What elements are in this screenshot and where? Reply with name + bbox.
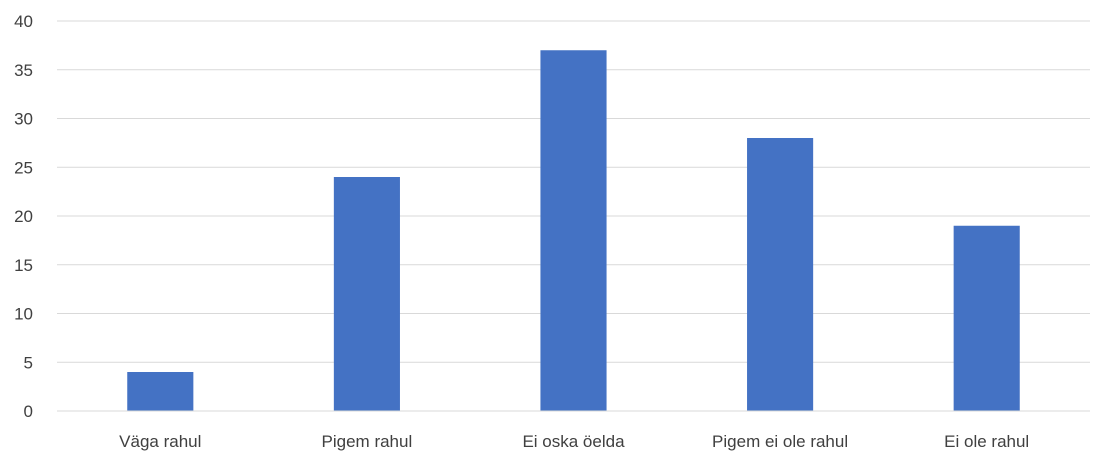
- y-tick-label-40: 40: [14, 12, 33, 31]
- y-tick-label-30: 30: [14, 110, 33, 129]
- x-category-label-4: Ei ole rahul: [944, 432, 1029, 451]
- y-tick-label-35: 35: [14, 61, 33, 80]
- y-tick-label-15: 15: [14, 256, 33, 275]
- bar-2: [540, 50, 607, 411]
- bar-3: [747, 138, 814, 411]
- y-tick-label-5: 5: [24, 353, 33, 372]
- y-tick-label-25: 25: [14, 158, 33, 177]
- bars: [127, 50, 1020, 411]
- x-category-label-1: Pigem rahul: [322, 432, 413, 451]
- x-category-label-3: Pigem ei ole rahul: [712, 432, 848, 451]
- y-tick-label-0: 0: [24, 402, 33, 421]
- bar-1: [333, 177, 400, 411]
- y-axis-tick-labels: 0 5 10 15 20 25 30 35 40: [14, 12, 33, 421]
- x-category-label-0: Väga rahul: [119, 432, 201, 451]
- y-tick-label-20: 20: [14, 207, 33, 226]
- x-axis-category-labels: Väga rahul Pigem rahul Ei oska öelda Pigem …: [119, 432, 1029, 451]
- bar-4: [953, 225, 1020, 411]
- bar-0: [127, 372, 194, 411]
- x-category-label-2: Ei oska öelda: [522, 432, 625, 451]
- y-tick-label-10: 10: [14, 305, 33, 324]
